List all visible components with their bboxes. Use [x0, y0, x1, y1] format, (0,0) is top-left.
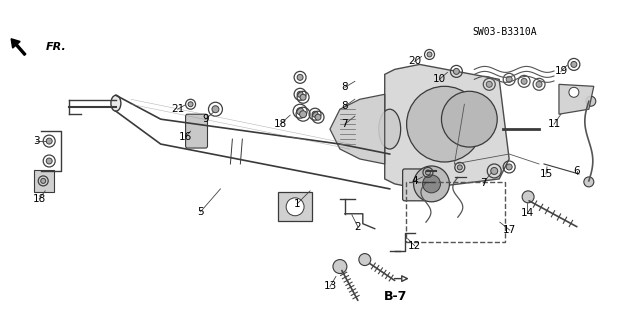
Text: 20: 20: [408, 56, 421, 66]
Circle shape: [312, 111, 318, 117]
Text: 5: 5: [197, 207, 204, 217]
Text: FR.: FR.: [46, 42, 67, 52]
Circle shape: [41, 178, 45, 183]
Circle shape: [212, 106, 219, 113]
Circle shape: [297, 91, 303, 97]
Text: B-7: B-7: [384, 290, 407, 303]
Text: 16: 16: [179, 132, 192, 142]
Text: 19: 19: [554, 66, 568, 76]
Ellipse shape: [379, 109, 401, 149]
Text: 15: 15: [540, 169, 552, 179]
Polygon shape: [385, 64, 509, 189]
Circle shape: [442, 91, 497, 147]
Circle shape: [521, 78, 527, 84]
Circle shape: [453, 68, 460, 74]
FancyBboxPatch shape: [35, 170, 54, 192]
Text: 14: 14: [520, 208, 534, 218]
Text: 18: 18: [33, 194, 46, 204]
Circle shape: [522, 191, 534, 203]
FancyBboxPatch shape: [403, 169, 436, 201]
Circle shape: [286, 198, 304, 216]
Circle shape: [491, 167, 498, 174]
Circle shape: [406, 86, 483, 162]
Circle shape: [46, 138, 52, 144]
Text: 9: 9: [202, 114, 209, 124]
Text: SW03-B3310A: SW03-B3310A: [472, 27, 537, 37]
Circle shape: [506, 164, 512, 170]
Circle shape: [584, 177, 594, 187]
Text: 11: 11: [547, 119, 561, 129]
Circle shape: [422, 175, 440, 193]
Bar: [406, 182, 505, 242]
Text: 7: 7: [480, 178, 486, 188]
Circle shape: [188, 102, 193, 107]
FancyBboxPatch shape: [186, 114, 207, 148]
Circle shape: [413, 166, 449, 202]
Polygon shape: [330, 94, 385, 164]
FancyArrow shape: [11, 39, 26, 56]
Circle shape: [586, 96, 596, 106]
Circle shape: [296, 108, 303, 115]
Text: 8: 8: [342, 101, 348, 111]
Circle shape: [506, 76, 512, 82]
Text: 10: 10: [433, 74, 446, 84]
Text: 1: 1: [294, 199, 300, 209]
Text: 12: 12: [408, 241, 421, 251]
Circle shape: [569, 87, 579, 97]
Text: 18: 18: [273, 119, 287, 129]
Circle shape: [46, 158, 52, 164]
Circle shape: [315, 114, 321, 120]
Circle shape: [536, 81, 542, 87]
Circle shape: [333, 260, 347, 273]
Text: 6: 6: [573, 166, 580, 176]
Ellipse shape: [111, 95, 121, 111]
Circle shape: [426, 170, 431, 175]
Text: 3: 3: [33, 136, 40, 146]
Text: 2: 2: [355, 222, 361, 232]
Circle shape: [427, 52, 432, 57]
Text: 21: 21: [171, 104, 184, 114]
Circle shape: [486, 81, 492, 87]
Text: 4: 4: [412, 176, 418, 186]
Circle shape: [300, 111, 307, 118]
Text: 13: 13: [323, 281, 337, 292]
Text: 17: 17: [503, 225, 516, 235]
FancyBboxPatch shape: [278, 192, 312, 221]
Text: 8: 8: [342, 82, 348, 92]
Circle shape: [297, 74, 303, 80]
Circle shape: [359, 254, 371, 265]
Circle shape: [571, 62, 577, 67]
Polygon shape: [559, 84, 594, 114]
Text: 7: 7: [342, 119, 348, 129]
Circle shape: [300, 94, 306, 100]
Circle shape: [458, 165, 462, 170]
